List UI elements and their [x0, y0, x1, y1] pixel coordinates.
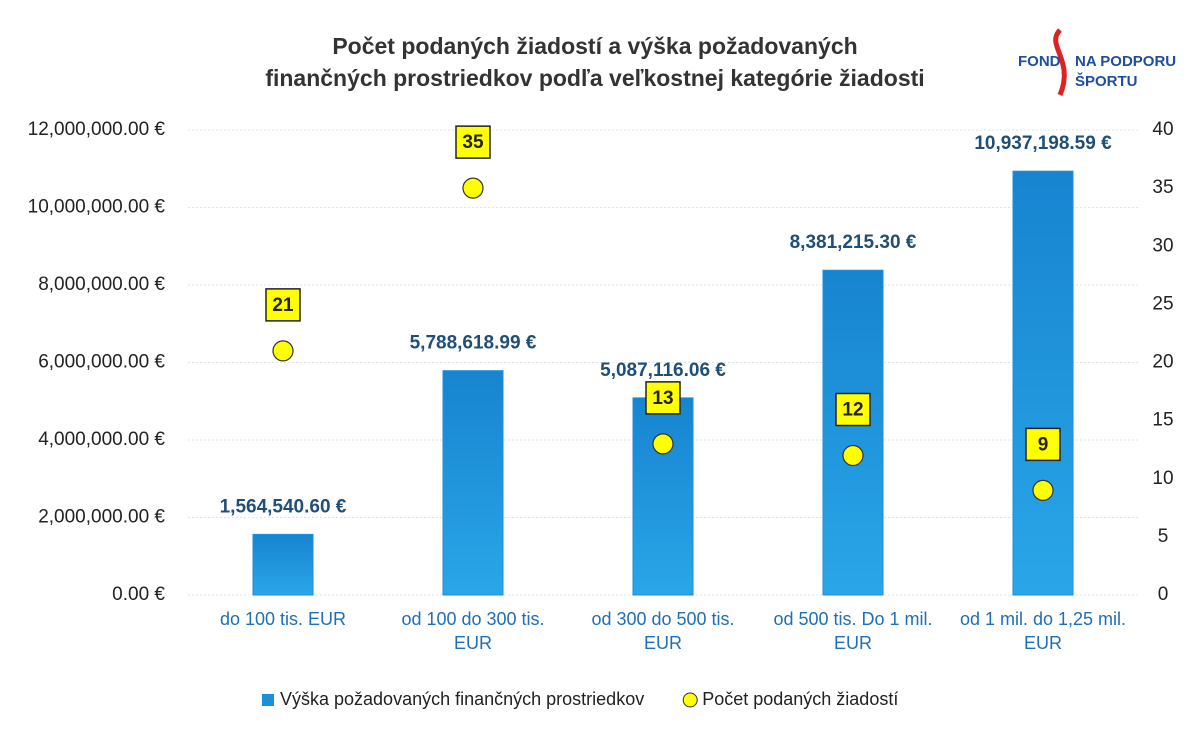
chart-title: Počet podaných žiadostí a výška požadova…: [332, 33, 857, 59]
legend: Výška požadovaných finančných prostriedk…: [262, 689, 898, 709]
point: [652, 433, 674, 455]
data-label: 8,381,215.30 €: [790, 232, 917, 253]
data-label: 12: [842, 400, 863, 421]
data-label: 10,937,198.59 €: [974, 133, 1112, 154]
y-tick-label: 6,000,000.00 €: [38, 352, 165, 373]
y-tick-label: 10,000,000.00 €: [28, 197, 166, 218]
x-tick-label: od 1 mil. do 1,25 mil. EUR: [960, 609, 1126, 653]
point: [272, 340, 294, 362]
bar: [822, 269, 884, 596]
y2-tick-label: 5: [1158, 526, 1169, 547]
data-label-box: [455, 125, 491, 159]
legend-swatch: [262, 694, 274, 706]
data-label: 1,564,540.60 €: [220, 496, 347, 517]
data-label: 35: [462, 132, 484, 153]
data-label: 9: [1038, 434, 1049, 455]
data-label: 5,788,618.99 €: [410, 333, 537, 354]
logo-text: FOND: [1018, 53, 1061, 70]
point: [462, 177, 484, 199]
bar: [1012, 170, 1074, 596]
y2-tick-label: 30: [1152, 235, 1173, 256]
logo: FOND NA PODPORU ŠPORTU: [1018, 28, 1176, 96]
y2-tick-label: 20: [1152, 352, 1173, 373]
data-label-box: [1025, 427, 1061, 462]
legend-swatch: [682, 692, 698, 708]
y2-tick-label: 40: [1152, 119, 1173, 140]
data-label-box: [645, 381, 681, 415]
y-tick-label: 4,000,000.00 €: [38, 429, 165, 450]
y-tick-label: 12,000,000.00 €: [28, 119, 166, 140]
legend-label: Počet podaných žiadostí: [702, 689, 898, 709]
point: [842, 444, 864, 467]
bar: [442, 370, 504, 596]
x-tick-label: od 500 tis. Do 1 mil. EUR: [773, 609, 932, 653]
data-label-box: [835, 392, 871, 427]
x-tick-label: od 100 do 300 tis. EUR: [401, 609, 544, 653]
logo-mark: [1053, 28, 1067, 96]
data-label: 21: [272, 295, 294, 316]
x-tick-label: do 100 tis. EUR: [220, 609, 346, 629]
bar: [252, 533, 314, 596]
y2-tick-label: 25: [1152, 293, 1173, 314]
y2-tick-label: 0: [1158, 584, 1169, 605]
x-tick-label: od 300 do 500 tis. EUR: [591, 609, 734, 653]
y2-tick-label: 35: [1152, 177, 1173, 198]
y-tick-label: 2,000,000.00 €: [38, 507, 165, 528]
data-label-box: [265, 288, 301, 322]
bar: [632, 397, 694, 596]
data-label: 13: [652, 388, 673, 409]
legend-label: Výška požadovaných finančných prostriedk…: [280, 689, 644, 709]
logo-text: ŠPORTU: [1075, 72, 1138, 90]
chart-title: finančných prostriedkov podľa veľkostnej…: [265, 65, 924, 91]
y2-tick-label: 10: [1152, 468, 1173, 489]
y-tick-label: 8,000,000.00 €: [38, 274, 165, 295]
data-label: 5,087,116.06 €: [600, 360, 726, 381]
point: [1032, 479, 1054, 501]
logo-text: NA PODPORU: [1075, 53, 1176, 70]
y-tick-label: 0.00 €: [112, 584, 165, 605]
y2-tick-label: 15: [1152, 410, 1173, 431]
